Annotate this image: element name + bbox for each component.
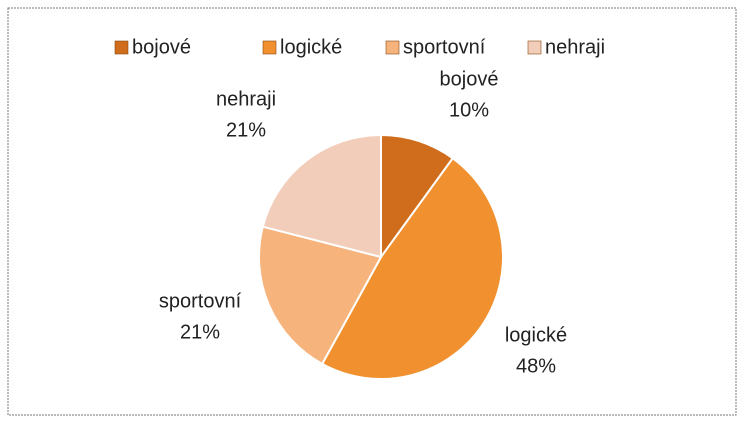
- legend-label: bojové: [132, 36, 191, 58]
- legend-swatch: [262, 40, 277, 55]
- slice-label-value: 48%: [516, 355, 556, 377]
- legend-swatch: [114, 40, 129, 55]
- slice-label-value: 10%: [449, 99, 489, 121]
- legend-label: logické: [280, 36, 342, 58]
- slice-label-name: sportovní: [159, 290, 242, 312]
- slice-label-name: bojové: [440, 68, 499, 90]
- legend-swatch: [527, 40, 542, 55]
- legend-swatch: [385, 40, 400, 55]
- slice-label-name: logické: [505, 324, 567, 346]
- pie-slice: [261, 133, 382, 259]
- pie-slice: [258, 225, 383, 366]
- pie-slice: [380, 133, 455, 261]
- pie-slice: [320, 156, 504, 380]
- slice-label-value: 21%: [226, 119, 266, 141]
- legend-label: sportovní: [403, 36, 486, 58]
- slice-label-name: nehraji: [216, 88, 276, 110]
- legend-label: nehraji: [545, 36, 605, 58]
- slice-label-value: 21%: [180, 321, 220, 343]
